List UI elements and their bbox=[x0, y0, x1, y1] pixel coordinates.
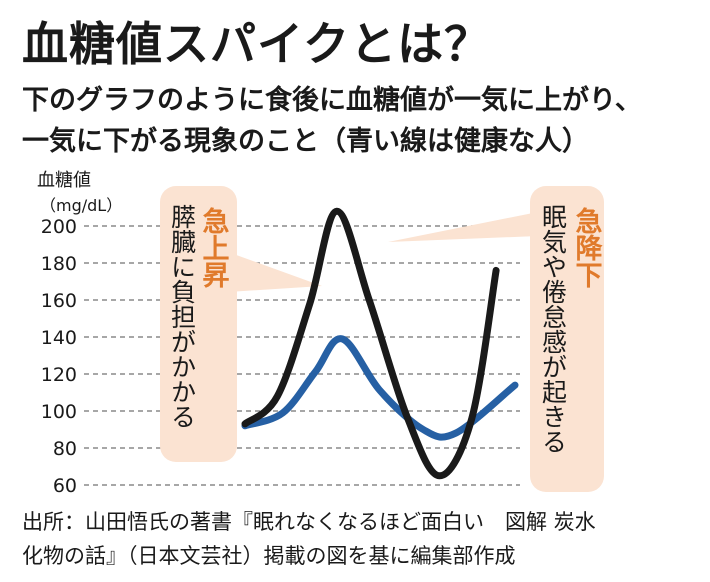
y-tick-label: 200 bbox=[41, 216, 77, 238]
source-note: 出所：山田悟氏の著書『眠れなくなるほど面白い 図解 炭水 化物の話』（日本文芸社… bbox=[22, 505, 596, 573]
callout-fall-heading: 急降下 bbox=[571, 206, 603, 288]
y-tick-label: 60 bbox=[53, 475, 77, 497]
subtitle-line: 下のグラフのように食後に血糖値が一気に上がり、 bbox=[22, 85, 642, 116]
blood-sugar-chart: 60 80 100 120 140 160 180 200 血糖値 （mg/dL） 急上昇 膵… bbox=[37, 170, 604, 497]
subtitle: 下のグラフのように食後に血糖値が一気に上がり、 一気に下がる現象のこと（青い線は… bbox=[22, 80, 642, 162]
y-tick-label: 120 bbox=[41, 364, 77, 386]
grid-lines bbox=[84, 225, 520, 486]
callout-rise-heading: 急上昇 bbox=[198, 206, 230, 288]
source-line: 出所：山田悟氏の著書『眠れなくなるほど面白い 図解 炭水 bbox=[22, 510, 596, 534]
y-tick-label: 100 bbox=[41, 401, 77, 423]
y-tick-label: 140 bbox=[41, 327, 77, 349]
y-axis-unit: （mg/dL） bbox=[40, 196, 122, 215]
page-title: 血糖値スパイクとは？ bbox=[22, 17, 492, 71]
callout-rise: 急上昇 膵臓に負担がかかる bbox=[160, 186, 322, 462]
series-lines bbox=[241, 207, 519, 480]
spike-line bbox=[241, 207, 500, 480]
callout-fall-pointer bbox=[388, 212, 538, 242]
callout-rise-box bbox=[160, 186, 237, 462]
callout-fall-box bbox=[530, 186, 604, 492]
healthy-line bbox=[241, 335, 519, 441]
y-tick-label: 160 bbox=[41, 290, 77, 312]
source-line: 化物の話』（日本文芸社）掲載の図を基に編集部作成 bbox=[22, 544, 516, 568]
y-tick-label: 80 bbox=[53, 438, 77, 460]
subtitle-line: 一気に下がる現象のこと（青い線は健康な人） bbox=[22, 126, 589, 157]
callout-rise-text: 膵臓に負担がかかる bbox=[168, 204, 197, 429]
callout-fall-text: 眠気や倦怠感が起きる bbox=[539, 204, 568, 454]
y-axis-label: 血糖値 bbox=[37, 170, 91, 191]
y-tick-labels: 60 80 100 120 140 160 180 200 bbox=[41, 216, 77, 497]
callout-rise-pointer bbox=[228, 252, 322, 292]
y-tick-label: 180 bbox=[41, 253, 77, 275]
callout-fall: 急降下 眠気や倦怠感が起きる bbox=[388, 186, 604, 492]
